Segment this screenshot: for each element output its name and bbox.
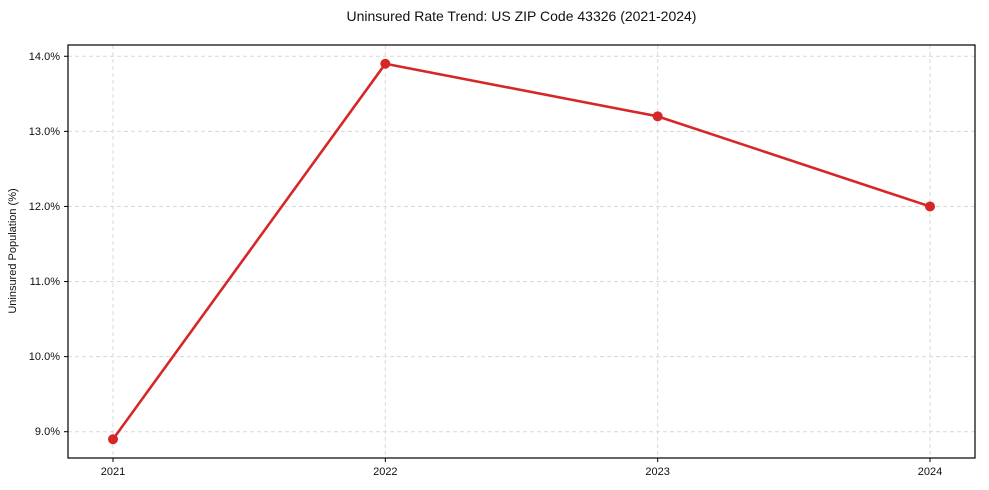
- y-tick-label: 12.0%: [29, 201, 60, 213]
- data-point: [108, 434, 118, 445]
- y-tick-label: 11.0%: [30, 276, 61, 288]
- y-tick-label: 13.0%: [29, 126, 60, 138]
- x-tick-label: 2023: [645, 466, 669, 478]
- y-tick-label: 14.0%: [29, 51, 60, 63]
- plot-border: [67, 44, 976, 459]
- data-point: [380, 58, 391, 69]
- trend-line: [111, 62, 931, 440]
- y-tick-label: 9.0%: [35, 426, 60, 438]
- x-tick-label: 2021: [101, 466, 125, 478]
- data-point: [652, 111, 663, 122]
- x-tick-label: 2022: [373, 466, 397, 478]
- data-point: [925, 201, 935, 212]
- y-tick-label: 10.0%: [29, 351, 60, 363]
- x-tick-label: 2024: [918, 466, 942, 478]
- chart-title: Uninsured Rate Trend: US ZIP Code 43326 …: [346, 8, 697, 24]
